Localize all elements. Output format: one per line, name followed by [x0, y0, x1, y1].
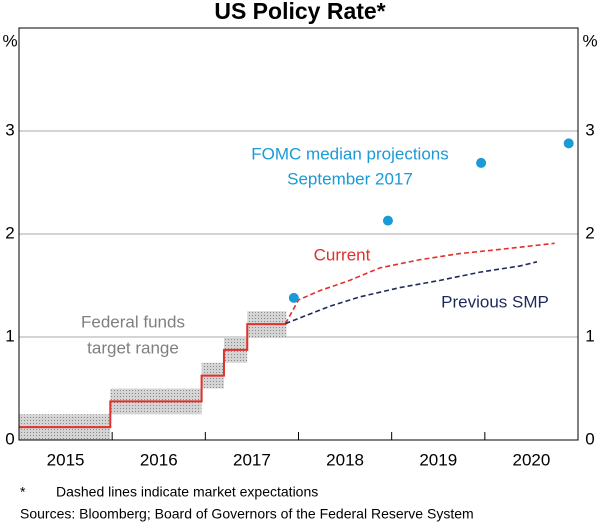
projection-dot [563, 138, 574, 149]
policy-rate-line [19, 323, 287, 429]
target-range-label: Federal funds [81, 312, 185, 331]
y-tick-label: 0 [5, 429, 14, 448]
y2-tick-label: 2 [585, 223, 594, 242]
chart-title: US Policy Rate* [214, 0, 385, 24]
series-label: Current [314, 245, 371, 264]
x-tick-label: 2015 [47, 450, 85, 469]
projection-dot [382, 215, 393, 226]
x-tick-label: 2016 [140, 450, 178, 469]
sources: Sources: Bloomberg; Board of Governors o… [20, 506, 474, 522]
x-tick-label: 2017 [233, 450, 271, 469]
x-tick-label: 2020 [513, 450, 551, 469]
y-tick-label: 2 [5, 223, 14, 242]
projection-label: September 2017 [287, 169, 413, 188]
y2-tick-label: 1 [585, 326, 594, 345]
plot-frame [18, 27, 579, 441]
y2-unit: % [582, 31, 597, 50]
y-tick-label: 3 [5, 120, 14, 139]
y-tick-label: 1 [5, 326, 14, 345]
y2-tick-label: 0 [585, 429, 594, 448]
expectation-line [285, 261, 538, 325]
target-range-label: target range [87, 338, 179, 357]
projection-dot [476, 157, 487, 168]
expectation-line [284, 242, 555, 324]
y-unit: % [2, 31, 17, 50]
series-label: Previous SMP [441, 292, 549, 311]
y2-tick-label: 3 [585, 120, 594, 139]
projection-label: FOMC median projections [251, 144, 448, 163]
x-tick-label: 2019 [419, 450, 457, 469]
x-tick-label: 2018 [326, 450, 364, 469]
footnote: Dashed lines indicate market expectation… [56, 484, 318, 500]
projection-dot [288, 292, 299, 303]
footnote-marker: * [20, 484, 26, 500]
